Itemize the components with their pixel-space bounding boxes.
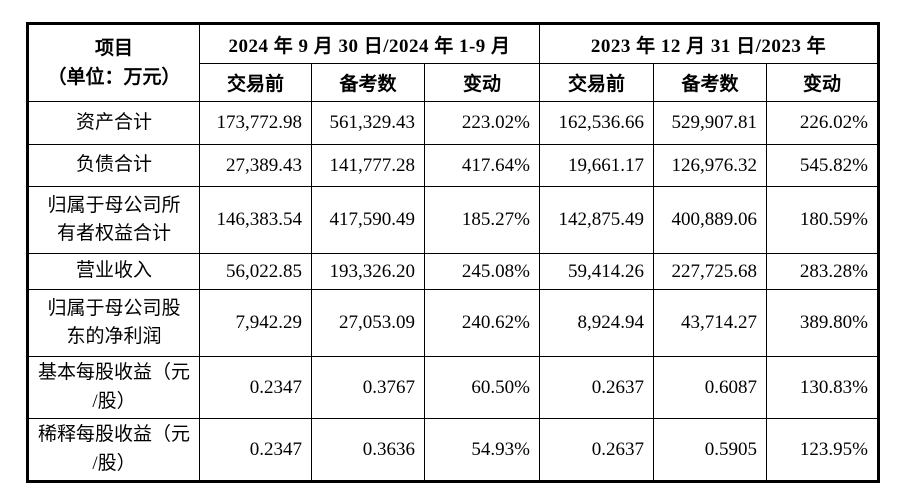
cell-value: 27,389.43 bbox=[199, 144, 312, 187]
cell-value: 245.08% bbox=[424, 253, 540, 290]
cell-value: 60.50% bbox=[424, 356, 540, 419]
cell-value: 27,053.09 bbox=[311, 289, 425, 357]
row-label: 基本每股收益（元 /股） bbox=[27, 356, 200, 419]
row-label: 归属于母公司股 东的净利润 bbox=[27, 289, 200, 357]
cell-value: 389.80% bbox=[766, 289, 879, 357]
cell-value: 400,889.06 bbox=[653, 186, 767, 254]
cell-value: 417.64% bbox=[424, 144, 540, 187]
table-row-parent-net-profit: 归属于母公司股 东的净利润 7,942.29 27,053.09 240.62%… bbox=[27, 289, 879, 357]
cell-value: 417,590.49 bbox=[311, 186, 425, 254]
table-row-operating-revenue: 营业收入 56,022.85 193,326.20 245.08% 59,414… bbox=[27, 253, 879, 290]
cell-value: 130.83% bbox=[766, 356, 879, 419]
cell-value: 561,329.43 bbox=[311, 101, 425, 145]
row-label: 负债合计 bbox=[27, 144, 200, 187]
financial-table-container: 项目 （单位：万元） 2024 年 9 月 30 日/2024 年 1-9 月 … bbox=[26, 22, 880, 483]
cell-value: 146,383.54 bbox=[199, 186, 312, 254]
pro-forma-financial-comparison-table: 项目 （单位：万元） 2024 年 9 月 30 日/2024 年 1-9 月 … bbox=[26, 22, 880, 483]
row-label: 稀释每股收益（元 /股） bbox=[27, 418, 200, 482]
sub-header-2023-pre-transaction: 交易前 bbox=[539, 63, 654, 102]
row-label: 资产合计 bbox=[27, 101, 200, 145]
cell-value: 227,725.68 bbox=[653, 253, 767, 290]
row-label: 归属于母公司所 有者权益合计 bbox=[27, 186, 200, 254]
cell-value: 173,772.98 bbox=[199, 101, 312, 145]
sub-header-2024-pro-forma: 备考数 bbox=[311, 63, 425, 102]
cell-value: 0.3636 bbox=[311, 418, 425, 482]
cell-value: 180.59% bbox=[766, 186, 879, 254]
row-label: 营业收入 bbox=[27, 253, 200, 290]
table-row-basic-eps: 基本每股收益（元 /股） 0.2347 0.3767 60.50% 0.2637… bbox=[27, 356, 879, 419]
table-row-diluted-eps: 稀释每股收益（元 /股） 0.2347 0.3636 54.93% 0.2637… bbox=[27, 418, 879, 482]
cell-value: 123.95% bbox=[766, 418, 879, 482]
table-row-total-assets: 资产合计 173,772.98 561,329.43 223.02% 162,5… bbox=[27, 101, 879, 145]
cell-value: 0.2347 bbox=[199, 356, 312, 419]
cell-value: 545.82% bbox=[766, 144, 879, 187]
cell-value: 529,907.81 bbox=[653, 101, 767, 145]
cell-value: 0.3767 bbox=[311, 356, 425, 419]
sub-header-2024-change: 变动 bbox=[424, 63, 540, 102]
period-header-2024: 2024 年 9 月 30 日/2024 年 1-9 月 bbox=[199, 23, 540, 64]
cell-value: 43,714.27 bbox=[653, 289, 767, 357]
cell-value: 54.93% bbox=[424, 418, 540, 482]
cell-value: 141,777.28 bbox=[311, 144, 425, 187]
cell-value: 7,942.29 bbox=[199, 289, 312, 357]
cell-value: 0.2347 bbox=[199, 418, 312, 482]
cell-value: 185.27% bbox=[424, 186, 540, 254]
sub-header-2023-pro-forma: 备考数 bbox=[653, 63, 767, 102]
cell-value: 0.5905 bbox=[653, 418, 767, 482]
header-row-subcolumns: 交易前 备考数 变动 交易前 备考数 变动 bbox=[28, 63, 879, 102]
cell-value: 0.6087 bbox=[653, 356, 767, 419]
sub-header-2023-change: 变动 bbox=[766, 63, 879, 102]
cell-value: 126,976.32 bbox=[653, 144, 767, 187]
cell-value: 59,414.26 bbox=[539, 253, 654, 290]
table-row-parent-equity: 归属于母公司所 有者权益合计 146,383.54 417,590.49 185… bbox=[27, 186, 879, 254]
sub-header-2024-pre-transaction: 交易前 bbox=[199, 63, 312, 102]
cell-value: 0.2637 bbox=[539, 356, 654, 419]
cell-value: 0.2637 bbox=[539, 418, 654, 482]
cell-value: 142,875.49 bbox=[539, 186, 654, 254]
cell-value: 162,536.66 bbox=[539, 101, 654, 145]
cell-value: 283.28% bbox=[766, 253, 879, 290]
table-row-total-liabilities: 负债合计 27,389.43 141,777.28 417.64% 19,661… bbox=[27, 144, 879, 187]
period-header-2023: 2023 年 12 月 31 日/2023 年 bbox=[539, 23, 879, 64]
cell-value: 226.02% bbox=[766, 101, 879, 145]
header-row-periods: 项目 （单位：万元） 2024 年 9 月 30 日/2024 年 1-9 月 … bbox=[27, 23, 879, 102]
cell-value: 223.02% bbox=[424, 101, 540, 145]
cell-value: 19,661.17 bbox=[539, 144, 654, 187]
corner-header-item-unit: 项目 （单位：万元） bbox=[27, 23, 200, 102]
cell-value: 8,924.94 bbox=[539, 289, 654, 357]
cell-value: 193,326.20 bbox=[311, 253, 425, 290]
cell-value: 56,022.85 bbox=[199, 253, 312, 290]
cell-value: 240.62% bbox=[424, 289, 540, 357]
